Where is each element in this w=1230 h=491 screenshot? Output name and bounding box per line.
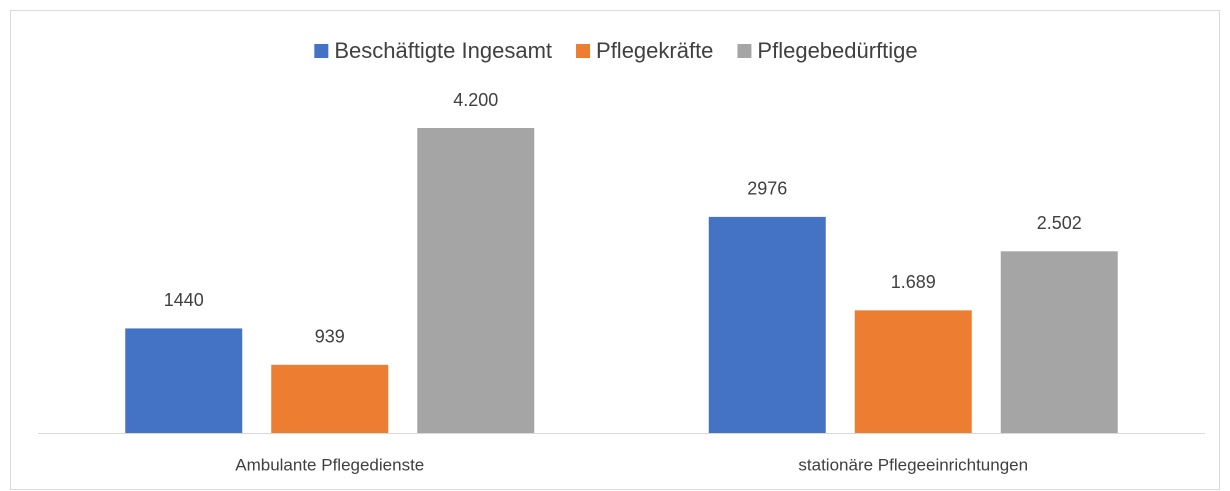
chart-border bbox=[10, 10, 1220, 490]
legend-swatch bbox=[314, 44, 329, 58]
x-tick-label: Ambulante Pflegedienste bbox=[235, 455, 424, 474]
data-label: 2976 bbox=[747, 179, 787, 199]
legend-label: Pflegebedürftige bbox=[757, 38, 917, 63]
bar bbox=[271, 364, 389, 433]
legend-swatch bbox=[576, 44, 591, 58]
legend-label: Pflegekräfte bbox=[596, 38, 713, 63]
bar bbox=[1000, 251, 1118, 433]
bar bbox=[708, 216, 826, 433]
data-label: 4.200 bbox=[453, 90, 498, 110]
x-tick-label: stationäre Pflegeeinrichtungen bbox=[798, 455, 1028, 474]
legend-swatch bbox=[737, 44, 752, 58]
bar bbox=[854, 310, 972, 433]
data-label: 1440 bbox=[164, 290, 204, 310]
data-label: 1.689 bbox=[891, 272, 936, 292]
bar bbox=[417, 128, 535, 433]
bar bbox=[125, 328, 243, 433]
data-label: 2.502 bbox=[1037, 213, 1082, 233]
legend-label: Beschäftigte Ingesamt bbox=[334, 38, 552, 63]
data-label: 939 bbox=[315, 327, 345, 347]
